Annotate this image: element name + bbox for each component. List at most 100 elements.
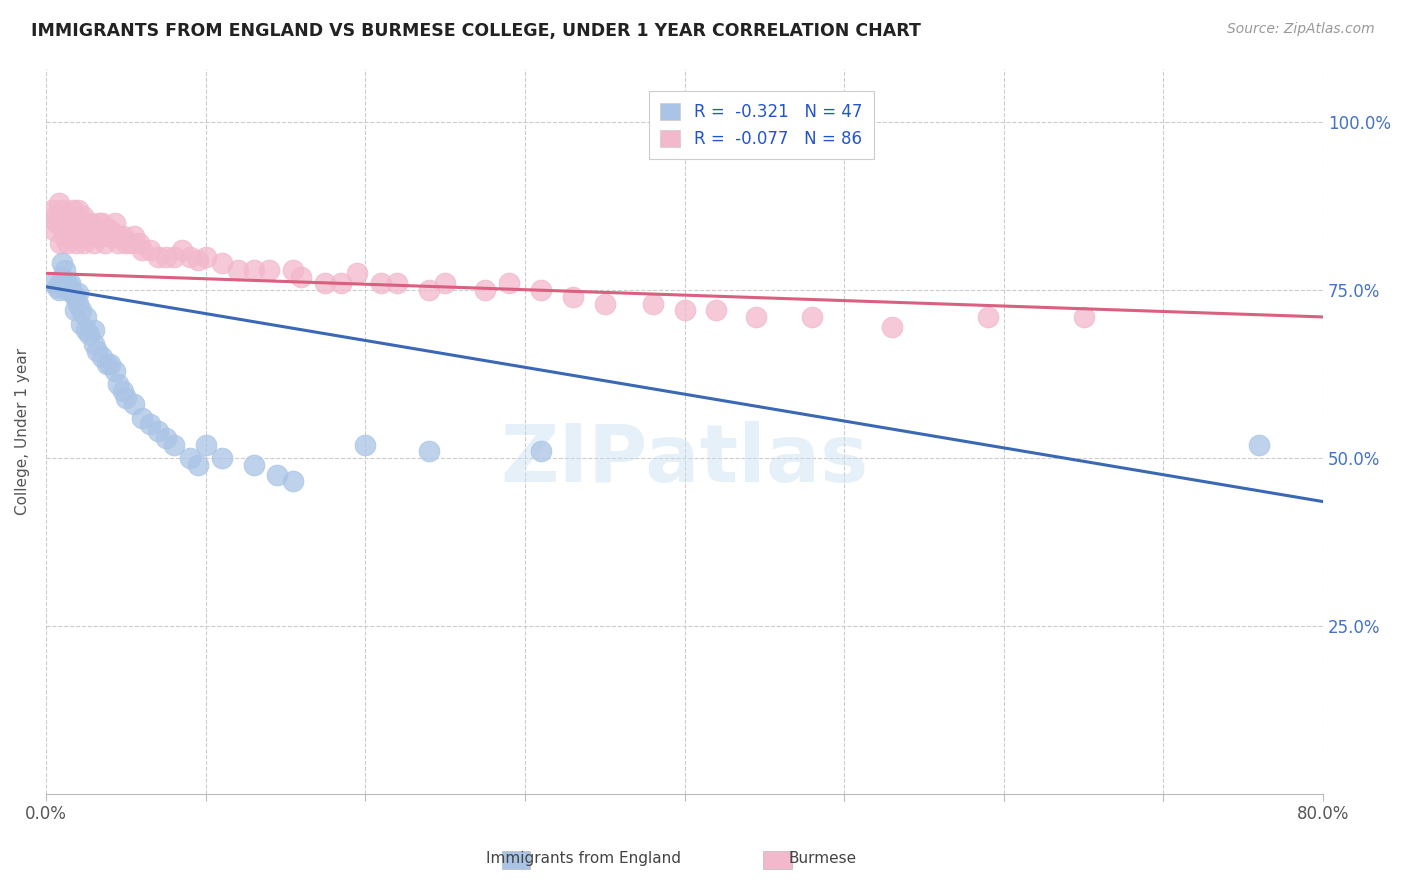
Point xyxy=(58,209,80,223)
Point xyxy=(131,410,153,425)
Point xyxy=(46,216,69,230)
Point xyxy=(51,216,73,230)
Point xyxy=(51,256,73,270)
Point xyxy=(122,229,145,244)
Point xyxy=(70,229,93,244)
Point xyxy=(63,222,86,236)
Point xyxy=(977,310,1000,324)
Point xyxy=(146,250,169,264)
Point xyxy=(194,250,217,264)
Point xyxy=(51,202,73,217)
Point xyxy=(62,286,84,301)
Point xyxy=(226,263,249,277)
Point xyxy=(283,475,305,489)
Text: Immigrants from England: Immigrants from England xyxy=(486,851,681,865)
Point xyxy=(163,437,186,451)
Point xyxy=(75,310,97,324)
Point xyxy=(128,236,150,251)
Point xyxy=(86,222,108,236)
Point xyxy=(65,236,87,251)
Point xyxy=(354,437,377,451)
Point xyxy=(530,283,553,297)
Point xyxy=(155,250,177,264)
Text: Source: ZipAtlas.com: Source: ZipAtlas.com xyxy=(1227,22,1375,37)
Point xyxy=(59,279,82,293)
Point xyxy=(70,303,93,318)
Point xyxy=(70,317,93,331)
Point xyxy=(42,222,65,236)
Point xyxy=(370,277,392,291)
Point xyxy=(63,290,86,304)
Point xyxy=(75,222,97,236)
Point xyxy=(49,236,72,251)
Point xyxy=(673,303,696,318)
Point xyxy=(641,296,664,310)
Point xyxy=(1249,437,1271,451)
Point xyxy=(83,236,105,251)
Point xyxy=(290,269,312,284)
Point xyxy=(55,283,77,297)
Point xyxy=(48,195,70,210)
Point xyxy=(86,343,108,358)
Point xyxy=(242,263,264,277)
Point xyxy=(259,263,281,277)
Point xyxy=(120,236,142,251)
Point xyxy=(101,229,124,244)
Point xyxy=(187,252,209,267)
Point xyxy=(53,209,76,223)
Point xyxy=(42,277,65,291)
Point xyxy=(745,310,768,324)
Point xyxy=(111,384,134,398)
Point xyxy=(75,323,97,337)
Point xyxy=(530,444,553,458)
Point xyxy=(96,357,118,371)
Point xyxy=(330,277,353,291)
Point xyxy=(66,286,89,301)
Point xyxy=(77,229,100,244)
Point xyxy=(187,458,209,472)
Point xyxy=(122,397,145,411)
Point xyxy=(62,202,84,217)
Point xyxy=(418,444,440,458)
Point xyxy=(55,222,77,236)
Point xyxy=(90,350,112,364)
Point xyxy=(83,323,105,337)
Point xyxy=(51,269,73,284)
Point xyxy=(139,243,162,257)
Point xyxy=(41,202,63,217)
Point xyxy=(59,277,82,291)
Point xyxy=(66,296,89,310)
Text: Burmese: Burmese xyxy=(789,851,856,865)
Point xyxy=(73,236,96,251)
Point xyxy=(561,290,583,304)
Point xyxy=(48,283,70,297)
Point xyxy=(79,216,101,230)
Point xyxy=(107,377,129,392)
Point xyxy=(283,263,305,277)
Point xyxy=(53,263,76,277)
Point xyxy=(114,391,136,405)
Point xyxy=(98,357,121,371)
Point xyxy=(146,424,169,438)
Point xyxy=(90,229,112,244)
Point xyxy=(179,450,201,465)
Point xyxy=(880,320,903,334)
Point xyxy=(801,310,824,324)
Point xyxy=(66,216,89,230)
Point xyxy=(194,437,217,451)
Point xyxy=(474,283,496,297)
Point xyxy=(98,222,121,236)
Point xyxy=(83,222,105,236)
Point xyxy=(593,296,616,310)
Point xyxy=(96,222,118,236)
Point xyxy=(111,229,134,244)
Point xyxy=(706,303,728,318)
Point xyxy=(62,216,84,230)
Point xyxy=(63,303,86,318)
Point xyxy=(179,250,201,264)
Point xyxy=(60,229,83,244)
Text: IMMIGRANTS FROM ENGLAND VS BURMESE COLLEGE, UNDER 1 YEAR CORRELATION CHART: IMMIGRANTS FROM ENGLAND VS BURMESE COLLE… xyxy=(31,22,921,40)
Text: ZIPatlas: ZIPatlas xyxy=(501,421,869,500)
Point xyxy=(77,326,100,341)
Point xyxy=(346,266,368,280)
